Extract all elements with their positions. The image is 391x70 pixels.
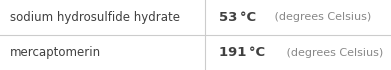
Text: 191 °C: 191 °C <box>219 46 265 59</box>
Text: (degrees Celsius): (degrees Celsius) <box>271 13 371 22</box>
Text: (degrees Celsius): (degrees Celsius) <box>283 48 383 57</box>
Text: mercaptomerin: mercaptomerin <box>10 46 101 59</box>
Text: sodium hydrosulfide hydrate: sodium hydrosulfide hydrate <box>10 11 180 24</box>
Text: 53 °C: 53 °C <box>219 11 256 24</box>
